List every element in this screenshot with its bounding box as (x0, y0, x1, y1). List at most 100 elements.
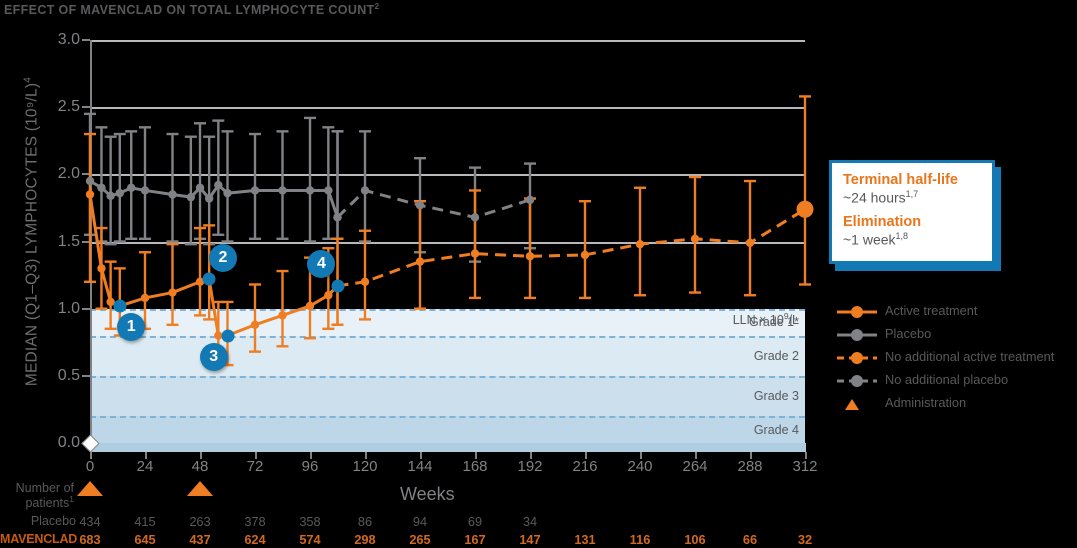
legend-item-label: No additional active treatment (885, 349, 1055, 364)
placebo-count-cell: 434 (79, 514, 101, 529)
y-axis-label-text: MEDIAN (Q1–Q3) LYMPHOCYTES (10⁹/L) (23, 82, 41, 387)
placebo-count-cell: 34 (522, 514, 538, 529)
page-title: EFFECT OF MAVENCLAD ON TOTAL LYMPHOCYTE … (4, 2, 379, 17)
x-axis-tick-label: 24 (136, 458, 154, 475)
callout-badge-3[interactable]: 3 (199, 343, 228, 372)
data-point (140, 186, 150, 195)
grade-band-divider (90, 308, 805, 311)
callout-badge-2[interactable]: 2 (208, 243, 237, 272)
callout-badge-1[interactable]: 1 (117, 313, 146, 342)
data-point (470, 249, 480, 258)
mavenclad-count-cell: 147 (519, 532, 541, 547)
elimination-value: ~1 week1,8 (843, 230, 909, 248)
gridline (90, 174, 805, 177)
legend-item-label: Administration (885, 395, 967, 410)
terminal-half-life-value: ~24 hours1,7 (843, 189, 919, 206)
x-axis-tick-mark (255, 452, 257, 459)
data-point (97, 183, 106, 192)
pharmacokinetics-info-box: Terminal half-life ~24 hours1,7 Eliminat… (829, 160, 995, 264)
mavenclad-count-cell: 574 (299, 532, 321, 547)
mavenclad-count-cell: 298 (354, 532, 376, 547)
mavenclad-count-cell: 167 (464, 532, 486, 547)
callout-anchor-dot (113, 299, 127, 313)
data-point (745, 238, 755, 248)
data-point (635, 239, 645, 249)
data-point (525, 252, 535, 261)
mavenclad-count-cell: 265 (409, 532, 431, 547)
placebo-count-cell: 415 (134, 514, 156, 529)
callout-badge-4[interactable]: 4 (307, 250, 336, 279)
x-axis-tick-mark (200, 452, 202, 459)
mavenclad-count-cell: 683 (79, 532, 101, 547)
data-point (214, 180, 223, 190)
legend-item-3[interactable]: No additional placebo (833, 371, 1068, 391)
x-axis-tick-label: 312 (792, 458, 818, 475)
dashed-orange-dot-icon (833, 348, 885, 368)
data-point (250, 186, 260, 195)
mavenclad-count-cell: 437 (189, 532, 211, 547)
x-axis-label: Weeks (400, 484, 455, 504)
solid-orange-dot-icon (833, 302, 885, 322)
data-point (580, 250, 590, 260)
x-axis-tick-label: 96 (301, 458, 319, 475)
legend-item-1[interactable]: Placebo (833, 325, 1068, 345)
series-line (89, 179, 339, 218)
data-point (106, 191, 115, 201)
x-axis-tick-mark (805, 452, 807, 459)
grade-band (90, 416, 805, 443)
x-axis-bar (90, 443, 806, 452)
x-axis-tick-label: 144 (407, 458, 433, 475)
x-axis-tick-mark (310, 452, 312, 459)
data-point (360, 277, 370, 286)
elimination-heading: Elimination (843, 213, 922, 230)
x-axis-tick-label: 240 (627, 458, 653, 475)
orange-triangle-icon (833, 394, 885, 414)
plot-area: 0.0 0.5 1.0 1.5 2.0 2.5 3.0 LLN × 109/L Grade 1… (58, 31, 814, 451)
grade-band-divider (90, 375, 805, 378)
data-point (195, 183, 205, 192)
placebo-count-cell: 263 (189, 514, 211, 529)
data-point (278, 186, 287, 195)
x-axis-tick-label: 48 (191, 458, 209, 475)
data-point (250, 320, 260, 329)
grade-band-label: Grade 4 (753, 422, 799, 437)
mavenclad-count-cell: 116 (629, 532, 651, 547)
data-point (97, 264, 106, 273)
administration-triangle-icon (187, 481, 213, 496)
data-point (324, 291, 333, 300)
data-point (85, 190, 95, 199)
mavenclad-row-label: MAVENCLAD (0, 532, 78, 546)
x-axis-tick-mark (585, 452, 587, 459)
y-axis-tick-mark (82, 173, 90, 176)
gridline (90, 40, 805, 42)
legend-item-2[interactable]: No additional active treatment (833, 348, 1068, 368)
mavenclad-count-cell: 32 (797, 532, 813, 547)
data-point (360, 186, 370, 195)
x-axis-tick-mark (475, 452, 477, 459)
x-axis-tick-label: 168 (462, 458, 488, 475)
x-axis-tick-label: 192 (517, 458, 543, 475)
number-of-patients-label: Number of patients1 (15, 481, 74, 511)
legend-item-label: Active treatment (885, 303, 978, 318)
x-axis-tick-mark (695, 452, 697, 459)
callout-anchor-dot (221, 329, 234, 343)
gridline (90, 241, 805, 244)
x-axis-tick-mark (530, 452, 532, 459)
callout-anchor-dot (202, 272, 216, 286)
grade-band-label: Grade 2 (753, 348, 799, 363)
data-point (470, 213, 480, 222)
series-line (337, 207, 806, 288)
administration-triangle-icon (77, 481, 103, 496)
legend-item-0[interactable]: Active treatment (833, 302, 1068, 322)
y-axis-tick-mark (82, 307, 90, 310)
data-point (140, 293, 150, 303)
legend-item-4[interactable]: Administration (833, 394, 1068, 414)
data-point (115, 188, 124, 198)
legend-item-label: Placebo (885, 326, 932, 341)
y-axis-tick-label: 3.0 (57, 31, 80, 48)
x-axis-tick-label: 0 (85, 458, 95, 475)
x-axis-tick-label: 120 (352, 458, 378, 475)
data-point (223, 188, 232, 198)
x-axis-tick-mark (90, 452, 92, 459)
